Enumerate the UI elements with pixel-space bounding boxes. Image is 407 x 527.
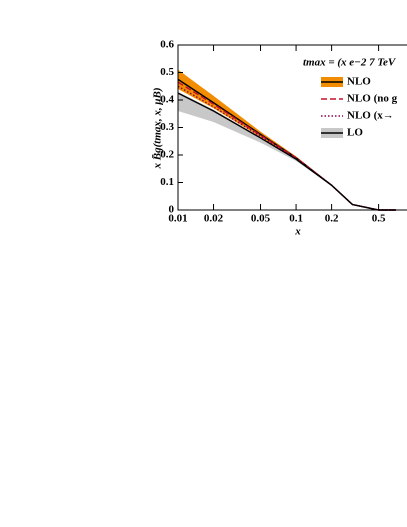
y-tick-label: 0.6 xyxy=(160,39,174,51)
x-tick-label: 0.01 xyxy=(168,213,187,225)
x-tick-label: 0.02 xyxy=(204,213,224,225)
y-tick-label: 0.1 xyxy=(160,176,174,188)
y-tick-label: 0.5 xyxy=(160,66,174,78)
legend-label: NLO (no g xyxy=(347,93,398,105)
y-tick-label: 0.2 xyxy=(160,149,174,161)
x-axis-label: x xyxy=(294,226,301,238)
x-tick-label: 0.5 xyxy=(372,213,386,225)
plot-frame xyxy=(177,44,407,211)
x-tick-label: 0.1 xyxy=(289,213,303,225)
legend-label: NLO xyxy=(347,76,371,88)
y-tick-label: 0.3 xyxy=(160,121,174,133)
line xyxy=(177,85,396,211)
legend-title: tmax = (x e−2 7 TeV xyxy=(303,57,397,69)
y-tick-label: 0 xyxy=(169,204,175,216)
x-tick-label: 0.2 xyxy=(325,213,339,225)
x-tick-label: 0.05 xyxy=(251,213,271,225)
legend-label: LO xyxy=(347,127,363,139)
y-tick-label: 0.4 xyxy=(160,94,174,106)
line xyxy=(177,92,396,211)
legend-label: NLO (x→ xyxy=(347,110,394,122)
y-axis-label: x B̄g(tmax, x, μB) xyxy=(152,88,164,170)
band xyxy=(178,69,396,210)
